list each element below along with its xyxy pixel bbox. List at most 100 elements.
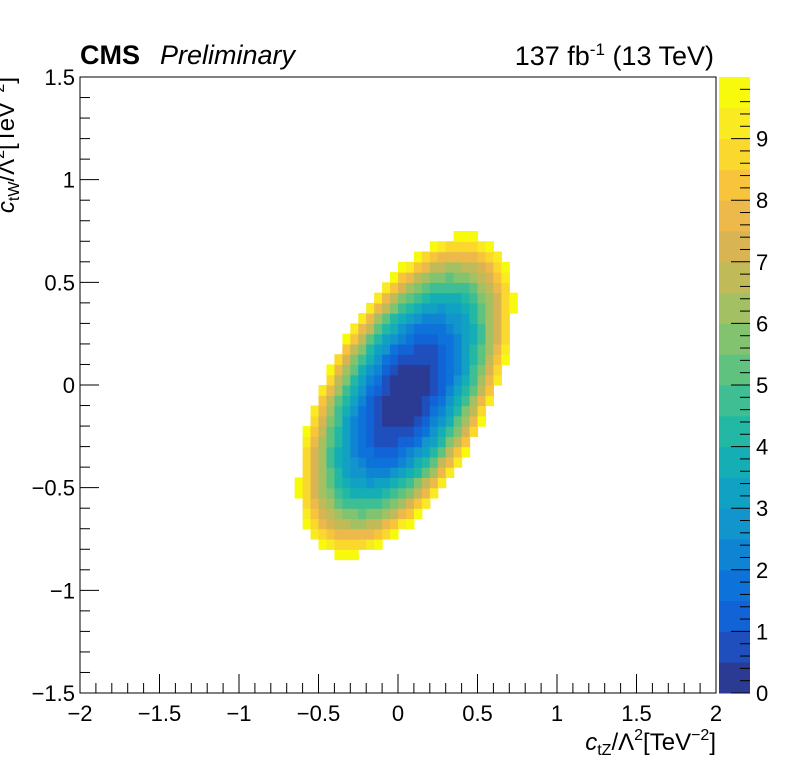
heatmap-cell <box>310 477 320 489</box>
heatmap-cell <box>390 497 399 509</box>
colorbar-swatch <box>719 138 750 170</box>
heatmap-cell <box>302 456 312 468</box>
heatmap-cell <box>318 508 328 520</box>
heatmap-cell <box>342 415 351 427</box>
heatmap-cell <box>390 343 399 355</box>
heatmap-cell <box>382 374 391 386</box>
heatmap-cell <box>358 343 367 355</box>
heatmap-cell <box>469 272 479 283</box>
heatmap-cell <box>405 282 415 294</box>
heatmap-cell <box>405 292 415 304</box>
heatmap-cell <box>421 292 431 304</box>
heatmap-cell <box>445 426 455 437</box>
heatmap-cell <box>318 477 328 489</box>
heatmap-cell <box>382 343 391 355</box>
heatmap-cell <box>485 385 494 396</box>
heatmap-cell <box>405 272 415 283</box>
heatmap-cell <box>477 333 487 345</box>
heatmap-cell <box>445 395 455 407</box>
heatmap-cell <box>437 477 447 489</box>
heatmap-cell <box>398 508 407 520</box>
heatmap-cell <box>493 261 502 273</box>
heatmap-cell <box>469 385 479 396</box>
heatmap-cell <box>358 333 367 345</box>
heatmap-cell <box>374 323 383 335</box>
heatmap-cell <box>477 313 487 324</box>
heatmap-cell <box>318 446 328 458</box>
heatmap-cell <box>366 436 375 448</box>
heatmap-cell <box>382 364 391 376</box>
heatmap-cell <box>382 282 391 294</box>
heatmap-cell <box>318 497 328 509</box>
heatmap-cell <box>326 497 335 509</box>
heatmap-cell <box>453 323 463 335</box>
heatmap-cell <box>493 323 502 335</box>
heatmap-cell <box>477 261 487 273</box>
heatmap-cell <box>501 313 510 324</box>
heatmap-cell <box>437 313 447 324</box>
heatmap-cell <box>413 405 423 417</box>
heatmap-cell <box>366 446 375 458</box>
heatmap-cell <box>350 405 359 417</box>
heatmap-cell <box>429 272 439 283</box>
colorbar-tick-label: 1 <box>756 619 768 644</box>
heatmap-cell <box>421 251 431 263</box>
colorbar-tick-label: 6 <box>756 311 768 336</box>
heatmap-cell <box>429 415 439 427</box>
colorbar-swatch <box>719 200 750 232</box>
heatmap-cell <box>445 456 455 468</box>
heatmap-cell <box>413 364 423 376</box>
heatmap-cell <box>437 251 447 263</box>
heatmap-cell <box>485 364 494 376</box>
heatmap-cell <box>374 302 383 314</box>
heatmap-cell <box>342 385 351 396</box>
heatmap-cell <box>374 456 383 468</box>
heatmap-cell <box>485 251 494 263</box>
heatmap-cell <box>413 508 423 520</box>
heatmap-cell <box>413 374 423 386</box>
heatmap-cell <box>374 477 383 489</box>
heatmap-cell <box>421 333 431 345</box>
heatmap-cell <box>429 426 439 437</box>
heatmap-cell <box>413 354 423 366</box>
heatmap-cell <box>429 282 439 294</box>
heatmap-cell <box>421 343 431 355</box>
heatmap-cell <box>342 539 351 550</box>
heatmap-cell <box>318 436 328 448</box>
colorbar-tick-label: 7 <box>756 250 768 275</box>
heatmap-cell <box>493 374 502 386</box>
y-tick-label: −0.5 <box>32 476 75 501</box>
heatmap-cell <box>405 456 415 468</box>
heatmap-cell <box>350 508 359 520</box>
heatmap-cell <box>437 446 447 458</box>
heatmap-cell <box>413 333 423 345</box>
heatmap-cell <box>469 364 479 376</box>
heatmap-cell <box>461 292 471 304</box>
colorbar-swatch <box>719 323 750 355</box>
heatmap-cell <box>421 395 431 407</box>
colorbar-ticks: 0 1 2 3 4 5 6 7 8 9 <box>731 88 768 706</box>
heatmap-cell <box>382 292 391 304</box>
heatmap-cell <box>461 374 471 386</box>
heatmap-cell <box>398 405 407 417</box>
heatmap-cell <box>342 508 351 520</box>
heatmap-cell <box>342 446 351 458</box>
heatmap-cell <box>326 385 335 396</box>
colorbar-swatch <box>719 600 750 632</box>
heatmap-cell <box>493 302 502 314</box>
heatmap-cell <box>469 251 479 263</box>
heatmap-cell <box>405 467 415 478</box>
heatmap-cell <box>358 477 367 489</box>
heatmap-cell <box>453 446 463 458</box>
heatmap-cell <box>382 395 391 407</box>
heatmap-cell <box>334 374 343 386</box>
colorbar-swatch <box>719 415 750 448</box>
x-tick-label: −1 <box>226 701 251 726</box>
heatmap-cell <box>302 446 312 458</box>
heatmap-cell <box>390 467 399 478</box>
heatmap-cell <box>366 477 375 489</box>
heatmap-cell <box>390 508 399 520</box>
heatmap-cell <box>469 282 479 294</box>
heatmap-cell <box>398 385 407 396</box>
heatmap-cell <box>326 436 335 448</box>
